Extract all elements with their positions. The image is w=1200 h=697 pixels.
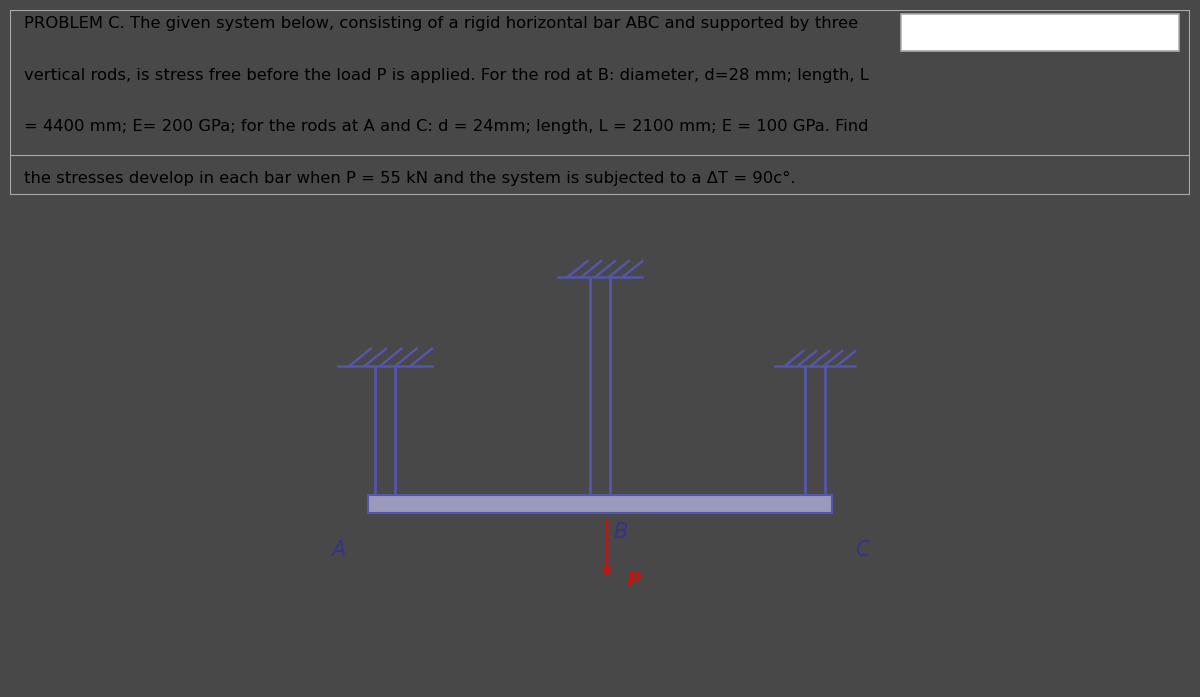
Bar xyxy=(368,495,832,513)
Text: the stresses develop in each bar when P = 55 kN and the system is subjected to a: the stresses develop in each bar when P … xyxy=(24,171,796,186)
Text: vertical rods, is stress free before the load P is applied. For the rod at B: di: vertical rods, is stress free before the… xyxy=(24,68,869,83)
Text: PROBLEM C. The given system below, consisting of a rigid horizontal bar ABC and : PROBLEM C. The given system below, consi… xyxy=(24,16,858,31)
Text: A: A xyxy=(331,539,346,560)
Text: = 4400 mm; E= 200 GPa; for the rods at A and C: d = 24mm; length, L = 2100 mm; E: = 4400 mm; E= 200 GPa; for the rods at A… xyxy=(24,119,869,135)
Text: P: P xyxy=(626,571,641,590)
FancyBboxPatch shape xyxy=(901,14,1178,51)
Text: C: C xyxy=(854,539,869,560)
Text: B: B xyxy=(613,522,628,542)
